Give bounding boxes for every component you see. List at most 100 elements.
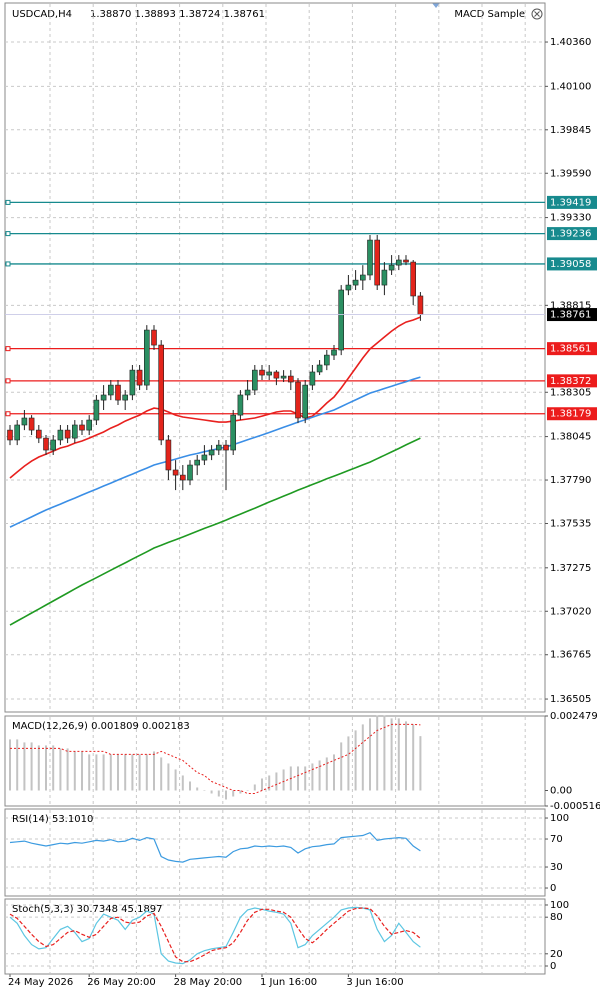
panel-border: [4, 2, 546, 713]
level-handle: [5, 346, 11, 352]
level-handle: [5, 378, 11, 384]
macd-bar: [30, 742, 33, 791]
close-circle[interactable]: [531, 8, 543, 20]
candle-body: [136, 369, 143, 386]
macd-bar: [131, 754, 134, 791]
candle-body: [359, 274, 366, 281]
candle-body: [244, 389, 251, 396]
candle-body: [28, 417, 35, 431]
y-tick-label: 80: [550, 912, 563, 923]
macd-bar: [210, 790, 213, 794]
candle-body: [295, 381, 301, 419]
candle-body: [367, 239, 373, 276]
y-tick-label: 1.38045: [550, 432, 591, 443]
panel-border: [4, 715, 546, 807]
candle-body: [381, 269, 388, 286]
candle-body: [410, 261, 417, 297]
candle-body: [388, 264, 395, 271]
macd-bar: [412, 724, 415, 791]
macd-bar: [59, 748, 62, 791]
macd-bar: [203, 790, 206, 791]
candle-body: [35, 429, 42, 439]
macd-bar: [124, 754, 127, 791]
shift-marker: [432, 3, 440, 8]
candle-body: [180, 474, 186, 481]
candle-body: [266, 371, 273, 376]
y-tick-label: 1.40360: [550, 37, 591, 48]
candle-body: [43, 437, 49, 451]
macd-bar: [117, 754, 119, 791]
macd-bar: [73, 751, 76, 791]
candle-body: [230, 414, 236, 451]
macd-bar: [160, 757, 163, 791]
panel-border: [4, 898, 546, 975]
macd-bar: [354, 730, 357, 791]
level-label: 1.38179: [550, 409, 591, 420]
level-label: 1.39419: [550, 197, 591, 208]
candle-body: [309, 371, 316, 386]
y-tick-label: 20: [550, 949, 563, 960]
level-handle: [5, 231, 11, 237]
y-tick-label: 30: [550, 862, 563, 873]
macd-bar: [253, 784, 256, 791]
level-label: 1.39236: [550, 229, 591, 240]
macd-bar: [145, 754, 148, 791]
macd-bar: [397, 718, 400, 791]
x-tick-label: 3 Jun 16:00: [346, 977, 403, 988]
y-tick-label: 0: [550, 961, 556, 972]
moving-average: [9, 316, 421, 479]
candle-body: [100, 394, 107, 401]
macd-bar: [340, 742, 343, 791]
candle-body: [302, 384, 309, 419]
candle-body: [201, 454, 208, 461]
y-tick-label: 1.36505: [550, 694, 591, 705]
moving-average: [9, 376, 421, 528]
level-label-box: [547, 195, 597, 209]
candle-body: [395, 259, 402, 266]
candle-body: [287, 375, 294, 383]
macd-bar: [102, 754, 105, 791]
candle-body: [64, 429, 71, 439]
y-tick-label: 1.39845: [550, 125, 591, 136]
level-label-box: [547, 374, 597, 388]
x-tick-label: 1 Jun 16:00: [260, 977, 317, 988]
y-tick-label: 1.37020: [550, 606, 591, 617]
y-tick-label: 1.37275: [550, 563, 591, 574]
macd-bar: [181, 775, 184, 791]
macd-bar: [376, 715, 379, 791]
macd-bar: [390, 718, 393, 791]
candle-body: [129, 369, 136, 396]
macd-bar: [297, 766, 299, 791]
y-tick-label: 100: [550, 900, 569, 911]
y-tick-label: 0: [550, 883, 556, 894]
ohlc-text: 1.38870 1.38893 1.38724 1.38761: [90, 9, 265, 20]
close-cross[interactable]: [534, 11, 540, 17]
macd-bar: [268, 775, 271, 791]
macd-bar: [23, 742, 26, 791]
macd-bar: [333, 754, 335, 791]
indicator-line: [9, 907, 421, 963]
candle-body: [280, 375, 287, 379]
candle-body: [50, 439, 57, 451]
signal-line: [10, 723, 421, 794]
macd-bar: [196, 787, 199, 791]
macd-bar: [232, 790, 235, 797]
y-tick-label: 1.39330: [550, 213, 591, 224]
macd-bar: [66, 748, 69, 791]
expert-name: MACD Sample: [454, 9, 525, 20]
macd-bar: [189, 781, 191, 791]
candle-body: [122, 394, 128, 401]
macd-bar: [347, 736, 350, 791]
y-tick-label: 1.38815: [550, 300, 591, 311]
candle-body: [345, 284, 352, 291]
expert-close-icon[interactable]: [531, 8, 543, 20]
candle-body: [273, 371, 280, 379]
candle-body: [158, 344, 164, 441]
macd-bar: [325, 757, 328, 791]
chart-title: USDCAD,H4: [12, 9, 72, 20]
level-handle: [5, 199, 11, 205]
candle-body: [352, 279, 359, 286]
x-tick-label: 28 May 20:00: [174, 977, 243, 988]
